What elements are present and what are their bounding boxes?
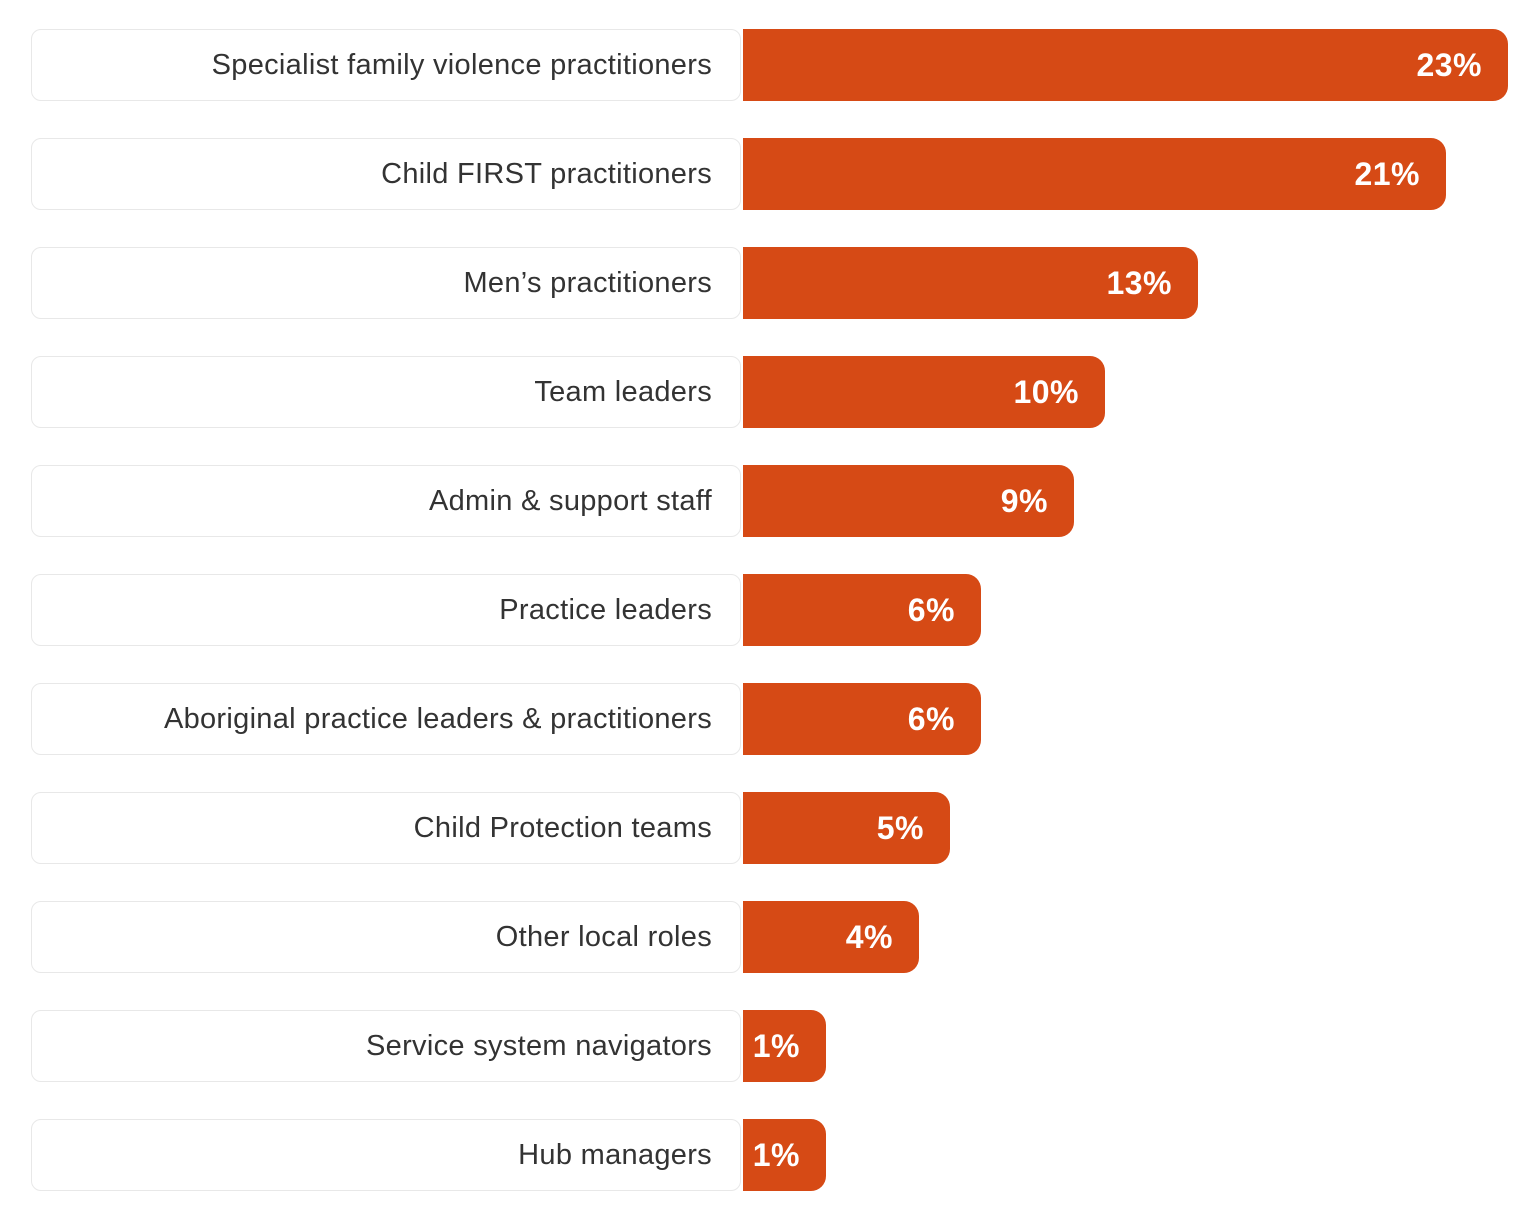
category-label: Admin & support staff xyxy=(428,484,712,517)
chart-row: Practice leaders 6% xyxy=(31,574,1536,646)
bar-value-label: 23% xyxy=(1416,46,1482,83)
category-label: Aboriginal practice leaders & practition… xyxy=(163,702,712,735)
category-label-box: Hub managers xyxy=(31,1119,741,1191)
category-label: Specialist family violence practitioners xyxy=(211,48,712,81)
bar-value-label: 5% xyxy=(876,809,924,846)
bar: 1% xyxy=(743,1010,826,1082)
bar: 23% xyxy=(743,29,1508,101)
bar: 21% xyxy=(743,138,1446,210)
chart-row: Specialist family violence practitioners… xyxy=(31,29,1536,101)
chart-row: Aboriginal practice leaders & practition… xyxy=(31,683,1536,755)
category-label-box: Other local roles xyxy=(31,901,741,973)
bar-value-label: 13% xyxy=(1106,264,1172,301)
bar-value-label: 4% xyxy=(845,918,893,955)
bar-value-label: 1% xyxy=(752,1027,800,1064)
bar: 6% xyxy=(743,683,981,755)
bar-chart: Specialist family violence practitioners… xyxy=(31,29,1536,1191)
bar-value-label: 21% xyxy=(1354,155,1420,192)
category-label-box: Service system navigators xyxy=(31,1010,741,1082)
category-label: Team leaders xyxy=(534,375,712,408)
bar: 6% xyxy=(743,574,981,646)
category-label: Child FIRST practitioners xyxy=(381,157,712,190)
chart-row: Other local roles 4% xyxy=(31,901,1536,973)
category-label: Men’s practitioners xyxy=(463,266,712,299)
bar: 4% xyxy=(743,901,919,973)
bar: 5% xyxy=(743,792,950,864)
category-label: Practice leaders xyxy=(499,593,712,626)
chart-row: Service system navigators 1% xyxy=(31,1010,1536,1082)
category-label-box: Practice leaders xyxy=(31,574,741,646)
category-label: Child Protection teams xyxy=(413,811,712,844)
category-label-box: Specialist family violence practitioners xyxy=(31,29,741,101)
category-label-box: Aboriginal practice leaders & practition… xyxy=(31,683,741,755)
category-label: Hub managers xyxy=(518,1138,712,1171)
category-label: Service system navigators xyxy=(366,1029,712,1062)
category-label-box: Child FIRST practitioners xyxy=(31,138,741,210)
bar: 1% xyxy=(743,1119,826,1191)
category-label: Other local roles xyxy=(495,920,712,953)
bar: 9% xyxy=(743,465,1074,537)
chart-row: Child Protection teams 5% xyxy=(31,792,1536,864)
chart-row: Admin & support staff 9% xyxy=(31,465,1536,537)
bar-value-label: 6% xyxy=(907,591,955,628)
bar-value-label: 6% xyxy=(907,700,955,737)
category-label-box: Men’s practitioners xyxy=(31,247,741,319)
bar-value-label: 10% xyxy=(1013,373,1079,410)
chart-row: Men’s practitioners 13% xyxy=(31,247,1536,319)
bar: 13% xyxy=(743,247,1198,319)
bar-value-label: 9% xyxy=(1000,482,1048,519)
chart-row: Child FIRST practitioners 21% xyxy=(31,138,1536,210)
chart-row: Hub managers 1% xyxy=(31,1119,1536,1191)
bar-value-label: 1% xyxy=(752,1136,800,1173)
chart-row: Team leaders 10% xyxy=(31,356,1536,428)
category-label-box: Team leaders xyxy=(31,356,741,428)
bar: 10% xyxy=(743,356,1105,428)
category-label-box: Admin & support staff xyxy=(31,465,741,537)
category-label-box: Child Protection teams xyxy=(31,792,741,864)
